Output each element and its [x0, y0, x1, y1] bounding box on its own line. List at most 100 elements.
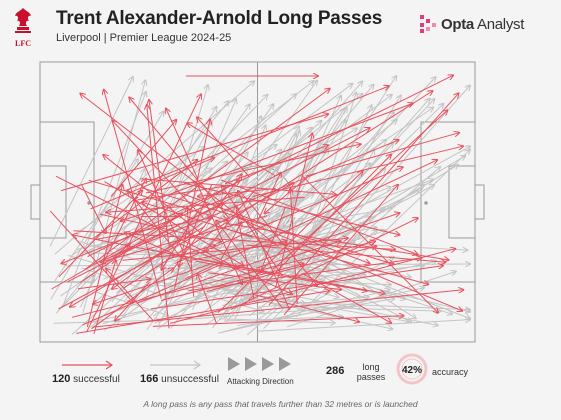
club-badge-text: LFC: [15, 39, 31, 48]
legend: 120 successful 166 unsuccessful Attackin…: [0, 352, 561, 392]
accuracy-value: 42%: [401, 365, 422, 376]
right-goal: [474, 184, 485, 220]
unsuccessful-pass-arrow: [256, 297, 369, 308]
successful-pass-arrow: [121, 202, 175, 221]
left-goal: [30, 184, 41, 220]
successful-pass-arrow: [242, 194, 317, 285]
unsuccessful-pass-arrow: [80, 199, 198, 255]
successful-pass-arrow: [81, 185, 106, 233]
successful-pass-arrow: [141, 187, 394, 264]
successful-pass-arrow: [90, 158, 214, 210]
unsuccessful-pass-arrow: [217, 288, 424, 334]
successful-pass-arrow: [255, 241, 341, 269]
unsuccessful-pass-arrow: [253, 143, 393, 292]
successful-pass-arrow: [87, 75, 454, 258]
club-badge: LFC: [15, 8, 31, 48]
successful-pass-arrow: [104, 90, 162, 299]
successful-pass-arrow: [290, 189, 298, 305]
unsuccessful-pass-arrow: [102, 271, 283, 325]
total-passes-label: long passes: [356, 362, 386, 382]
successful-pass-arrow: [125, 86, 389, 191]
accuracy-ring: [396, 353, 428, 385]
unsuccessful-pass-arrow: [62, 92, 146, 307]
successful-pass-arrow: [244, 155, 391, 305]
footnote: A long pass is any pass that travels fur…: [143, 399, 418, 409]
successful-pass-arrow: [149, 100, 170, 248]
successful-pass-arrow: [137, 213, 400, 304]
successful-legend-arrow: [62, 360, 114, 370]
successful-legend: 120 successful: [52, 373, 120, 385]
attacking-direction-label: Attacking Direction: [227, 377, 294, 386]
unsuccessful-pass-arrow: [277, 243, 470, 318]
brand-name-bold: Opta: [441, 15, 474, 33]
successful-pass-arrow: [147, 105, 170, 329]
successful-pass-arrow: [93, 260, 116, 335]
successful-pass-arrow: [236, 206, 255, 299]
unsuccessful-pass-arrow: [54, 81, 254, 255]
attacking-direction-icon: [228, 357, 291, 371]
unsuccessful-legend-arrow: [150, 360, 202, 370]
total-passes-count: 286: [326, 365, 345, 377]
successful-pass-arrow: [252, 146, 463, 198]
successful-pass-arrow: [122, 238, 347, 261]
unsuccessful-pass-arrow: [175, 158, 286, 296]
successful-pass-arrow: [238, 191, 291, 311]
successful-pass-arrow: [174, 167, 403, 265]
unsuccessful-pass-arrow: [298, 241, 416, 318]
right-six-yard-box: [448, 165, 476, 239]
unsuccessful-pass-arrow: [50, 111, 164, 300]
unsuccessful-pass-arrow: [221, 290, 390, 333]
unsuccessful-pass-arrow: [228, 77, 436, 295]
unsuccessful-label: unsuccessful: [161, 374, 219, 385]
successful-pass-arrow: [49, 210, 133, 302]
unsuccessful-pass-arrow: [281, 305, 441, 311]
successful-pass-arrow: [198, 274, 217, 324]
successful-pass-arrow: [102, 179, 146, 265]
unsuccessful-pass-arrow: [55, 101, 229, 314]
successful-pass-arrow: [152, 316, 404, 327]
successful-pass-arrow: [254, 294, 359, 322]
successful-pass-arrow: [129, 98, 231, 220]
successful-pass-arrow: [77, 279, 151, 290]
right-penalty-spot: [424, 201, 428, 205]
successful-pass-arrow: [106, 269, 154, 322]
right-penalty-area: [420, 121, 476, 283]
brand-logo: Opta Analyst: [419, 14, 524, 34]
successful-pass-arrow: [86, 94, 202, 333]
successful-pass-arrow: [260, 207, 286, 273]
successful-pass-arrow: [88, 179, 228, 220]
successful-pass-arrow: [138, 150, 193, 273]
successful-pass-arrow: [305, 133, 459, 177]
successful-pass-arrow: [234, 216, 462, 311]
successful-pass-arrow: [106, 196, 305, 212]
successful-pass-arrow: [184, 160, 438, 280]
successful-pass-arrow: [55, 175, 238, 268]
successful-pass-arrow: [140, 178, 336, 195]
successful-pass-arrow: [195, 260, 367, 291]
successful-pass-arrow: [268, 93, 459, 306]
unsuccessful-pass-arrow: [53, 320, 160, 324]
unsuccessful-count: 166: [140, 373, 159, 385]
pass-map: [30, 61, 485, 343]
successful-pass-arrow: [110, 120, 176, 197]
successful-pass-arrow: [214, 225, 428, 285]
successful-passes: [49, 75, 463, 335]
left-penalty-area: [39, 121, 95, 283]
successful-pass-arrow: [272, 110, 447, 270]
unsuccessful-pass-arrow: [116, 104, 273, 325]
successful-pass-arrow: [208, 272, 341, 290]
successful-pass-arrow: [93, 160, 197, 239]
successful-pass-arrow: [283, 185, 398, 316]
successful-pass-arrow: [220, 179, 418, 255]
successful-pass-arrow: [174, 120, 210, 289]
successful-pass-arrow: [275, 134, 313, 289]
unsuccessful-legend: 166 unsuccessful: [140, 373, 219, 385]
unsuccessful-pass-arrow: [227, 187, 391, 249]
successful-pass-arrow: [103, 155, 205, 236]
successful-pass-arrow: [104, 181, 244, 266]
successful-pass-arrow: [255, 173, 280, 224]
successful-pass-arrow: [61, 193, 238, 264]
successful-pass-arrow: [95, 218, 213, 240]
successful-pass-arrow: [76, 291, 329, 334]
successful-pass-arrow: [79, 213, 182, 284]
